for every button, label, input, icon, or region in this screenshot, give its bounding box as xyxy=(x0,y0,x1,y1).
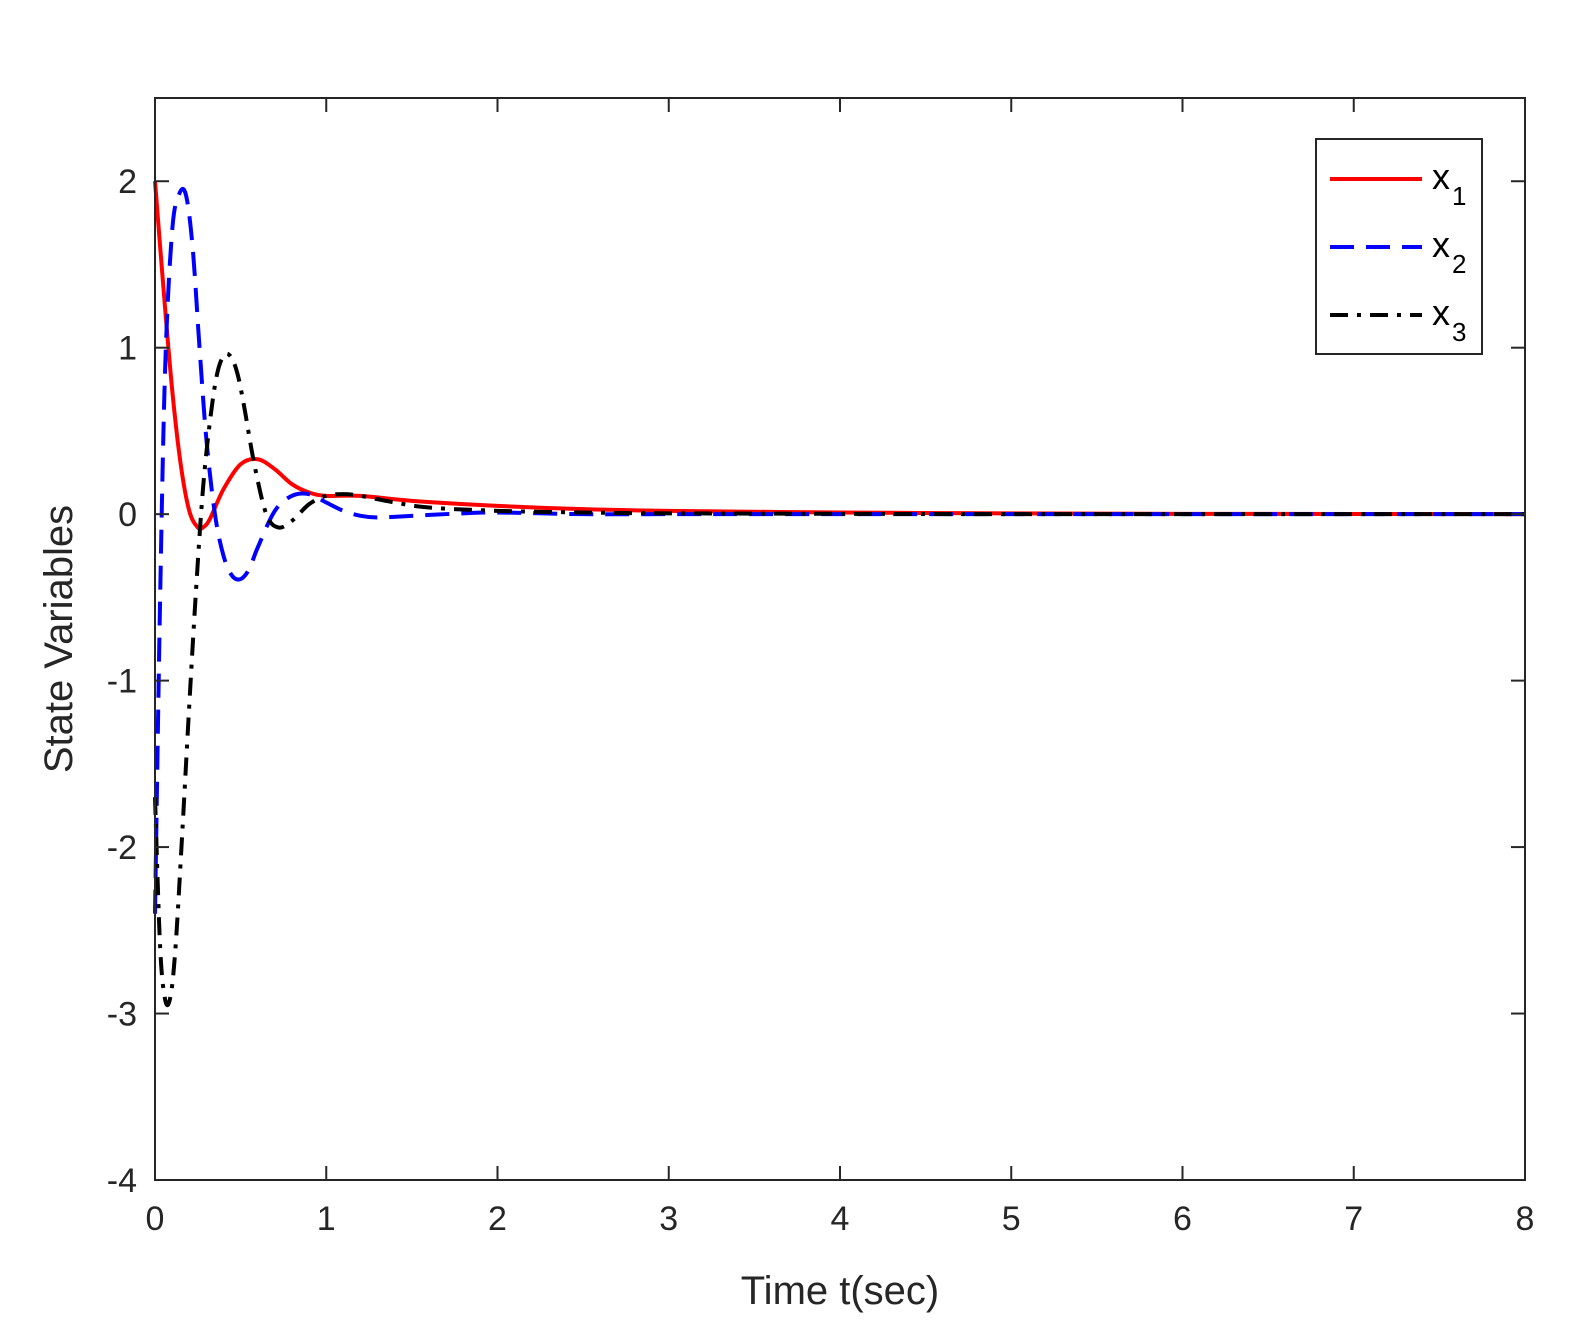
series-layer xyxy=(153,181,1526,1008)
y-axis-label: State Variables xyxy=(37,505,81,773)
tick-layer: 0 1 2 3 4 5 6 7 8 -4 -3 -2 -1 0 1 2 xyxy=(107,98,1535,1238)
legend-label-subscript: 2 xyxy=(1452,249,1466,279)
legend-label-base: x xyxy=(1432,224,1450,265)
y-tick-label: 2 xyxy=(118,163,137,201)
x-tick-label: 6 xyxy=(1173,1200,1192,1238)
x-axis-label: Time t(sec) xyxy=(741,1269,940,1313)
x-tick-label: 4 xyxy=(831,1200,850,1238)
y-tick-label: -1 xyxy=(107,663,137,701)
series-line-x3 xyxy=(153,351,1525,1008)
y-tick-label: -4 xyxy=(107,1162,137,1200)
x-tick-label: 5 xyxy=(1002,1200,1021,1238)
y-tick-label: -2 xyxy=(107,829,137,867)
x-tick-label: 8 xyxy=(1516,1200,1535,1238)
legend-label-base: x xyxy=(1432,292,1450,333)
legend-label-subscript: 1 xyxy=(1452,181,1466,211)
legend-label-x1: x1 xyxy=(1432,156,1466,211)
series-line-x2 xyxy=(153,186,1525,914)
y-tick-label: 1 xyxy=(118,330,137,368)
x-tick-label: 7 xyxy=(1344,1200,1363,1238)
x-tick-label: 3 xyxy=(659,1200,678,1238)
x-tick-label: 0 xyxy=(146,1200,165,1238)
x-tick-label: 1 xyxy=(317,1200,336,1238)
legend-label-x3: x3 xyxy=(1432,292,1466,347)
legend-label-base: x xyxy=(1432,156,1450,197)
x-tick-label: 2 xyxy=(488,1200,507,1238)
y-tick-label: 0 xyxy=(118,496,137,534)
y-tick-label: -3 xyxy=(107,996,137,1034)
legend-label-x2: x2 xyxy=(1432,224,1466,279)
legend-label-subscript: 3 xyxy=(1452,317,1466,347)
plot-area xyxy=(155,98,1525,1180)
